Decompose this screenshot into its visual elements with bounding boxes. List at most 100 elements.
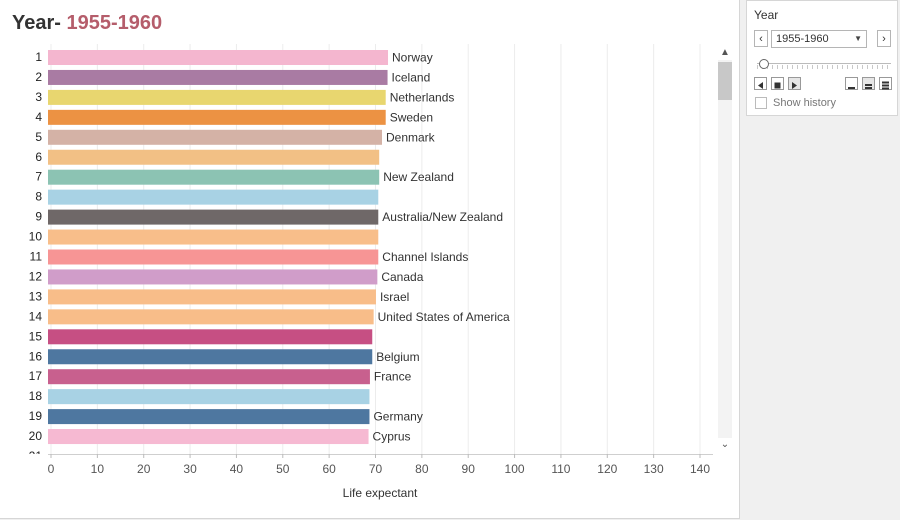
rank-label-11: 11 [30, 250, 43, 264]
speed-slow-icon [848, 87, 855, 89]
year-dropdown[interactable]: 1955-1960 ▼ [771, 30, 867, 48]
speed-fast-icon [882, 81, 889, 90]
show-history-checkbox[interactable] [755, 97, 767, 109]
bar-label-rank-16: Belgium [376, 350, 419, 364]
scroll-track[interactable] [718, 60, 732, 438]
bar-rank-4 [48, 109, 386, 125]
chevron-down-icon: ▼ [854, 34, 862, 43]
bar-rank-11 [48, 249, 379, 265]
bar-rank-18 [48, 389, 370, 405]
x-tick-label-12: 120 [597, 462, 617, 476]
x-tick-label-11: 110 [551, 462, 570, 476]
x-tick-label-13: 130 [644, 462, 664, 476]
viz-area: 0 10 20 30 40 50 60 70 80 90 100 110 120 130 140 Life e… [0, 0, 740, 519]
rank-label-5: 5 [35, 130, 42, 144]
bar-rank-10 [48, 229, 379, 245]
rank-label-18: 18 [29, 389, 43, 403]
rank-label-16: 16 [29, 349, 43, 363]
chevron-right-icon: › [882, 33, 886, 45]
x-tick-label-4: 40 [230, 462, 244, 476]
x-axis-title: Life expectant [343, 486, 418, 500]
x-tick-label-5: 50 [276, 462, 290, 476]
rank-label-17: 17 [29, 369, 43, 383]
scroll-down-icon[interactable]: ⌄ [720, 439, 730, 450]
rank-label-19: 19 [29, 409, 43, 423]
bar-label-rank-3: Netherlands [390, 90, 455, 104]
chevron-left-icon: ‹ [759, 33, 763, 45]
x-tick-label-10: 100 [505, 462, 525, 476]
x-tick-label-7: 70 [369, 462, 383, 476]
page-title: Year- 1955-1960 [12, 12, 162, 35]
title-year: 1955-1960 [66, 12, 163, 34]
slider-handle[interactable] [759, 59, 769, 69]
speed-medium-button[interactable] [862, 77, 875, 90]
bar-rank-19 [48, 409, 370, 425]
rows-group: 123456789101112131415161718192021NorwayI… [29, 50, 510, 454]
slider-track [757, 63, 891, 64]
bar-rank-7 [48, 169, 380, 185]
bar-rank-20 [48, 429, 369, 445]
rank-label-7: 7 [35, 170, 42, 184]
year-slider[interactable] [757, 59, 891, 69]
bar-label-rank-2: Iceland [392, 70, 431, 84]
play-forward-button[interactable] [788, 77, 801, 90]
bar-rank-1 [48, 50, 389, 65]
bar-rank-9 [48, 209, 379, 225]
rank-label-6: 6 [35, 150, 42, 164]
bar-rank-3 [48, 89, 386, 105]
bar-rank-2 [48, 69, 388, 85]
rank-label-4: 4 [35, 110, 42, 124]
rank-label-8: 8 [35, 190, 42, 204]
rank-label-20: 20 [29, 429, 43, 443]
bar-label-rank-13: Israel [380, 290, 409, 304]
bar-rank-12 [48, 269, 378, 285]
show-history-label: Show history [773, 97, 836, 109]
play-backward-icon [758, 82, 763, 89]
next-year-button[interactable]: › [877, 30, 891, 47]
previous-year-button[interactable]: ‹ [754, 30, 768, 47]
speed-medium-icon [865, 84, 872, 89]
bar-label-rank-7: New Zealand [383, 170, 454, 184]
year-filter-panel: Year ‹ 1955-1960 ▼ › Show history [746, 0, 898, 116]
bar-label-rank-1: Norway [392, 51, 433, 65]
bar-rank-15 [48, 329, 373, 345]
play-forward-icon [792, 82, 797, 89]
slider-ticks [757, 65, 891, 69]
speed-fast-button[interactable] [879, 77, 892, 90]
rank-label-13: 13 [29, 289, 43, 303]
bar-label-rank-9: Australia/New Zealand [382, 210, 503, 224]
stop-icon [774, 82, 781, 89]
x-tick-label-1: 10 [91, 462, 105, 476]
play-backward-button[interactable] [754, 77, 767, 90]
bar-rank-16 [48, 349, 373, 365]
speed-slow-button[interactable] [845, 77, 858, 90]
x-tick-label-6: 60 [322, 462, 336, 476]
rank-label-9: 9 [35, 210, 42, 224]
vertical-scrollbar[interactable]: ▲ ⌄ [716, 44, 734, 454]
scroll-up-icon[interactable]: ▲ [720, 47, 730, 58]
x-tick-label-0: 0 [48, 462, 55, 476]
bar-label-rank-17: France [374, 370, 412, 384]
rank-label-1: 1 [35, 50, 42, 64]
rank-label-12: 12 [29, 269, 43, 283]
rank-label-10: 10 [29, 230, 43, 244]
x-tick-label-8: 80 [415, 462, 429, 476]
bar-label-rank-12: Canada [381, 270, 423, 284]
bar-rank-17 [48, 369, 370, 385]
bar-label-rank-19: Germany [373, 410, 422, 424]
x-tick-label-9: 90 [462, 462, 476, 476]
rank-label-15: 15 [29, 329, 43, 343]
bar-label-rank-14: United States of America [378, 310, 510, 324]
title-prefix: Year- [12, 12, 67, 34]
rank-label-2: 2 [35, 70, 42, 84]
bar-label-rank-11: Channel Islands [382, 250, 468, 264]
scroll-thumb[interactable] [718, 62, 732, 100]
rank-label-14: 14 [29, 309, 43, 323]
year-dropdown-value: 1955-1960 [776, 33, 829, 45]
bar-label-rank-20: Cyprus [373, 430, 411, 444]
x-tick-label-14: 140 [690, 462, 710, 476]
bar-rank-13 [48, 289, 376, 305]
x-tick-label-2: 20 [137, 462, 151, 476]
stop-button[interactable] [771, 77, 784, 90]
x-tick-label-3: 30 [183, 462, 197, 476]
